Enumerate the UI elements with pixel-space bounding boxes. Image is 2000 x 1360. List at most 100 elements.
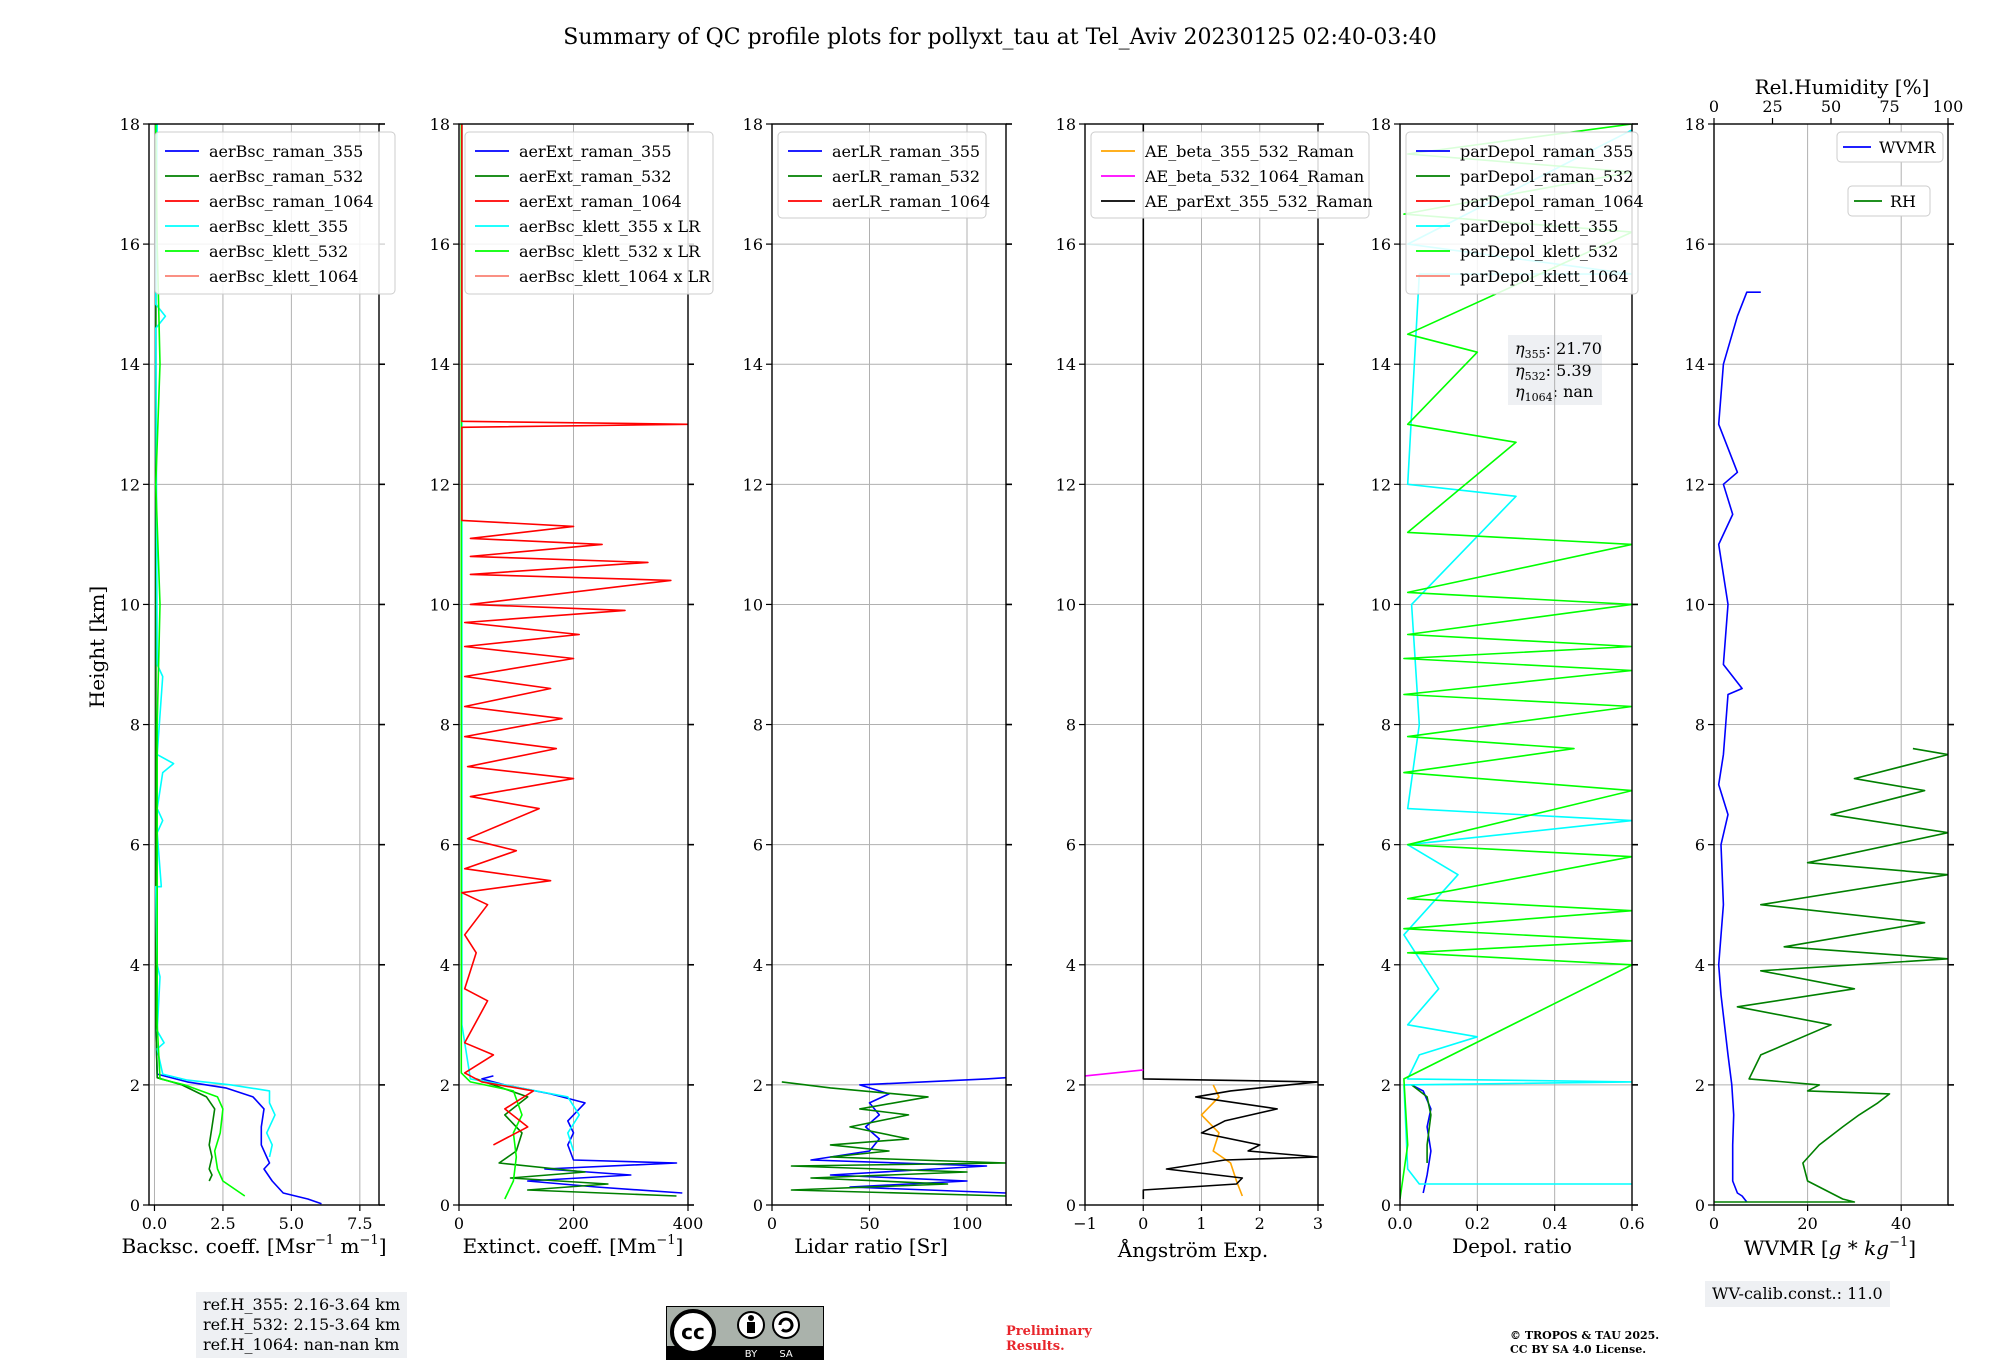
series-line-RH [1714,747,1948,1203]
ytick-label: 2 [130,1076,140,1095]
badge-label-by: BY [745,1349,758,1360]
xtick-label: 2 [1255,1214,1265,1233]
legend-label: parDepol_klett_532 [1460,242,1618,261]
legend-label: aerBsc_raman_1064 [209,192,374,211]
panel-4-xlabel: Ångström Exp. [1117,1237,1268,1262]
series-group [1714,291,1948,1203]
ytick-label: 6 [440,836,450,855]
ytick-label: 12 [1371,475,1391,494]
xtick-label: 20 [1797,1214,1817,1233]
ytick-label: 4 [1381,956,1391,975]
ytick-label: 4 [1695,956,1705,975]
x2tick-label: 0 [1709,97,1719,116]
ytick-label: 2 [753,1076,763,1095]
ytick-label: 10 [1056,595,1076,614]
ytick-label: 8 [130,716,140,735]
legend-box [154,131,396,295]
legend-label: parDepol_raman_355 [1460,142,1633,161]
series-line-WVMR [1717,291,1761,1203]
ytick-label: 16 [1056,235,1076,254]
series-line-parDepol_raman_355 [1411,1084,1432,1194]
ytick-label: 12 [120,475,140,494]
series-line-aerExt_raman_1064 [461,124,688,1146]
xtick-label: 40 [1891,1214,1911,1233]
legend: aerExt_raman_355 aerExt_raman_532 aerExt_r… [464,131,714,295]
legend: aerLR_raman_355 aerLR_raman_532 aerLR_rama… [777,131,990,219]
legend-box [1847,185,1931,217]
preliminary-results-note: Preliminary Results. [1006,1324,1092,1354]
panel-2-xlabel: Extinct. coeff. [Mm−1] [463,1233,684,1258]
axes-frame [1399,123,1633,1206]
panel-6-x2label: Rel.Humidity [%] [1755,75,1930,99]
xtick-label: 50 [859,1214,879,1233]
copyright-line-2: CC BY SA 4.0 License. [1510,1343,1647,1356]
ytick-label: 16 [1685,235,1705,254]
series-line-aerBsc_klett_532 x LR [460,124,523,1200]
legend-label: aerLR_raman_355 [832,142,980,161]
ytick-label: 10 [1371,595,1391,614]
series-line-parDepol_klett_532 [1400,124,1632,1200]
ytick-label: 14 [1056,355,1076,374]
xtick-label: −1 [1073,1214,1097,1233]
ytick-label: 6 [1381,836,1391,855]
legend-box [1090,131,1370,219]
series-line-aerBsc_klett_532 [155,124,246,1197]
ytick-label: 4 [440,956,450,975]
xtick-label: 7.5 [347,1214,372,1233]
ytick-label: 10 [743,595,763,614]
ytick-label: 12 [743,475,763,494]
series-group [1400,124,1632,1200]
ytick-label: 14 [430,355,450,374]
cc-logo-icon [670,1309,716,1355]
ytick-label: 8 [753,716,763,735]
axes-frame [771,123,1007,1206]
axes-frame [148,123,380,1206]
legend-label: aerBsc_klett_355 [209,217,348,236]
preliminary-line-1: Preliminary [1006,1324,1092,1339]
ytick-label: 6 [1066,836,1076,855]
ytick-label: 16 [430,235,450,254]
series-line-parDepol_raman_532 [1411,1084,1432,1163]
series-group [781,1076,1006,1197]
legend-label: AE_parExt_355_532_Raman [1144,192,1373,211]
ytick-label: 16 [120,235,140,254]
panel-1-xlabel: Backsc. coeff. [Msr−1 m−1] [122,1233,387,1258]
ytick-label: 4 [753,956,763,975]
xtick-label: 2.5 [210,1214,235,1233]
ytick-label: 18 [1056,115,1076,134]
legend-label: aerBsc_klett_1064 x LR [519,267,711,286]
preliminary-line-2: Results. [1006,1339,1065,1354]
ytick-label: 14 [1371,355,1391,374]
xtick-label: 0.2 [1465,1214,1490,1233]
ytick-label: 0 [753,1196,763,1215]
series-line-AE_parExt_355_532_Raman [1142,124,1318,1199]
ytick-label: 6 [1695,836,1705,855]
legend-label: aerBsc_raman_355 [209,142,363,161]
x2tick-label: 75 [1879,97,1899,116]
legend-label: parDepol_klett_1064 [1460,267,1629,286]
ytick-label: 8 [1381,716,1391,735]
badge-label-sa: SA [779,1349,793,1360]
ytick-label: 2 [1695,1076,1705,1095]
xtick-label: 1 [1196,1214,1206,1233]
ytick-label: 8 [440,716,450,735]
ref-height-532: ref.H_532: 2.15-3.64 km [203,1315,401,1334]
legend-label: parDepol_klett_355 [1460,217,1618,236]
ref-height-355: ref.H_355: 2.16-3.64 km [203,1295,401,1314]
ytick-label: 2 [1066,1076,1076,1095]
xtick-label: 400 [673,1214,704,1233]
cc-by-sa-license-badge: cc BY SA [666,1306,824,1360]
xtick-label: 5.0 [279,1214,304,1233]
legend-label: aerBsc_klett_532 [209,242,348,261]
xtick-label: 0 [767,1214,777,1233]
ytick-label: 16 [1371,235,1391,254]
ytick-label: 4 [130,956,140,975]
series-line-aerBsc_klett_355 x LR [461,124,581,1152]
legend-label: parDepol_raman_1064 [1460,192,1644,211]
ytick-label: 0 [440,1196,450,1215]
legend: WVMR RH [1836,131,1944,217]
ytick-label: 10 [120,595,140,614]
series-line-AE_beta_532_1064_Raman [1085,1069,1144,1077]
panel-2: 0 2 4 6 8 10 12 14 16 18 0 200 400 aerExt_raman_355ae… [430,115,714,1233]
